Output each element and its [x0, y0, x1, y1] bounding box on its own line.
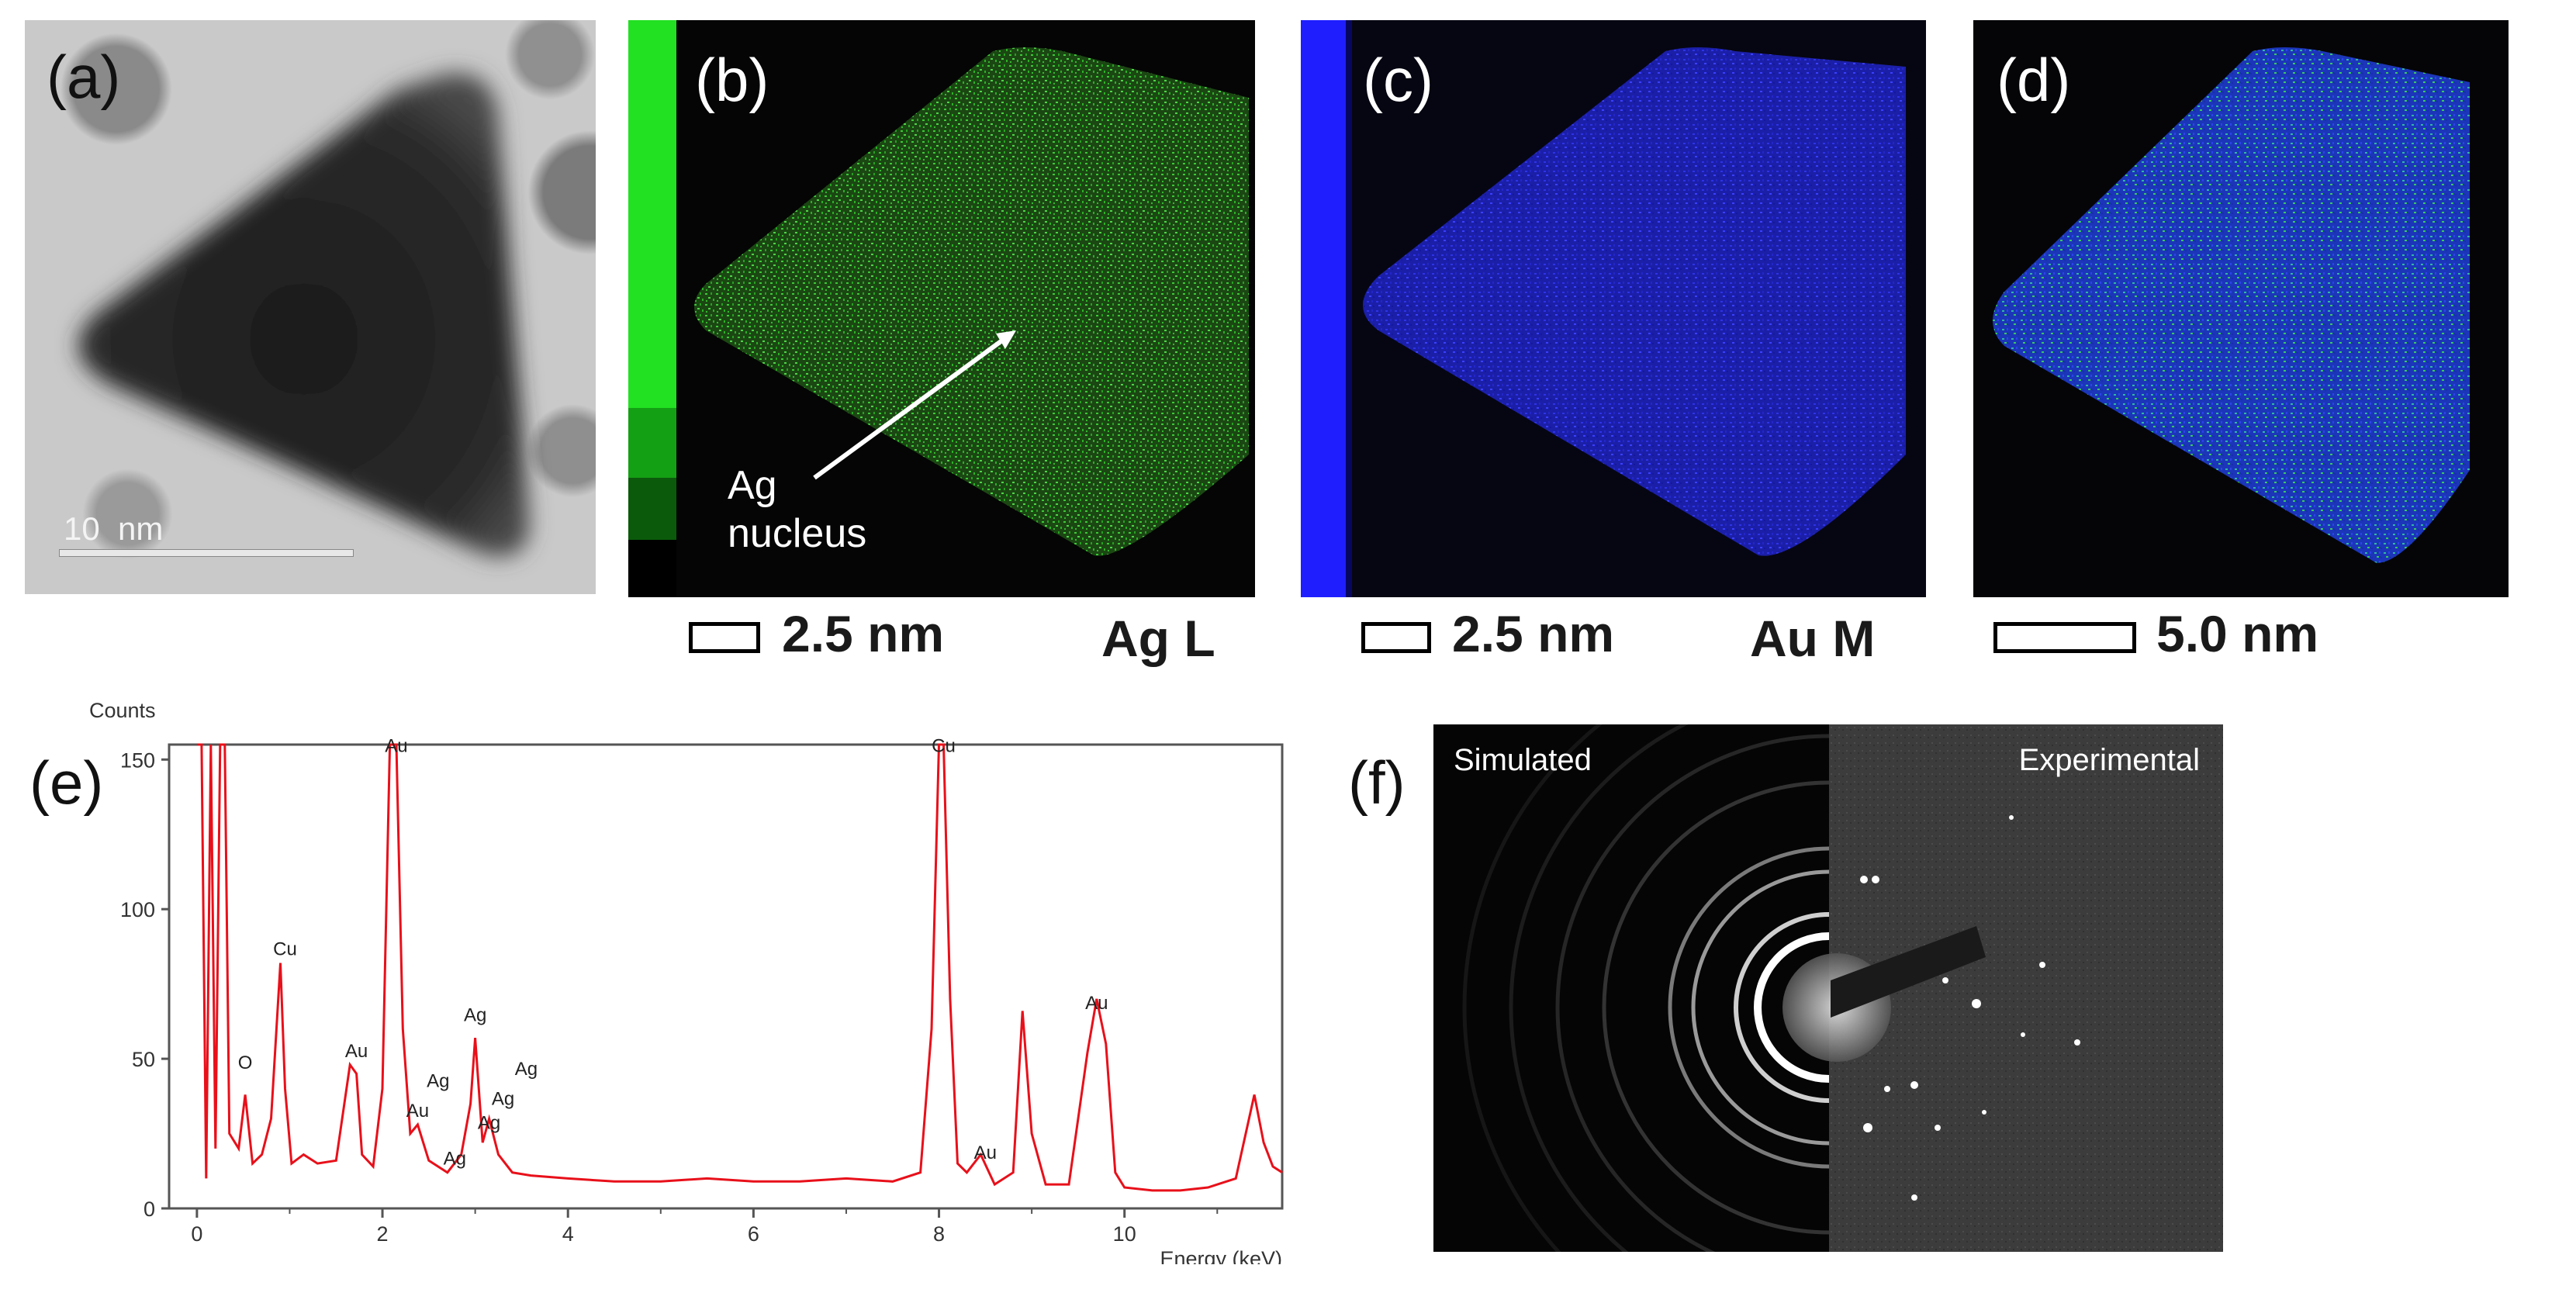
- scale-bar-d: [1993, 622, 2136, 653]
- peak-label: Ag: [478, 1112, 500, 1133]
- scale-bar-label-a: 10 nm: [64, 510, 164, 547]
- peak-label: Ag: [464, 1005, 486, 1026]
- peak-label: Cu: [273, 939, 297, 960]
- diffraction-pattern: [1433, 724, 2223, 1252]
- au-signal-map: [1301, 20, 1906, 597]
- overlay-signal-map: [1993, 47, 2470, 563]
- overlay-map-panel: (d): [1973, 20, 2509, 597]
- scale-bar-b: [689, 622, 760, 653]
- peak-label: Au: [345, 1041, 368, 1062]
- peak-label: Ag: [492, 1089, 514, 1110]
- eds-spectrum-chart: Counts Energy (keV) 0 50 100 150 0 2 4 6 8 10 Cu O Au A…: [89, 699, 1284, 1264]
- x-tick-label: 4: [562, 1222, 574, 1246]
- x-tick-label: 0: [191, 1222, 202, 1246]
- y-tick-label: 100: [120, 898, 155, 921]
- peak-label: Cu: [932, 735, 956, 756]
- panel-label-c: (c): [1363, 46, 1433, 114]
- peak-label: Ag: [427, 1070, 449, 1091]
- panel-label-e: (e): [29, 748, 104, 817]
- annotation-nucleus: nucleus: [728, 511, 867, 556]
- peak-label: Au: [1085, 993, 1108, 1014]
- plot-frame: [168, 743, 1284, 1210]
- peak-label: Au: [385, 735, 407, 756]
- spectrum-line: [196, 743, 1283, 1192]
- y-tick-label: 50: [132, 1048, 155, 1071]
- panel-label-a: (a): [47, 43, 121, 111]
- au-map-panel: (c): [1301, 20, 1926, 597]
- peak-label: Ag: [515, 1059, 538, 1080]
- y-axis-label: Counts: [89, 699, 156, 722]
- peak-label: O: [238, 1052, 253, 1073]
- scale-bar-c: [1361, 622, 1431, 653]
- x-tick-label: 10: [1113, 1222, 1136, 1246]
- scale-bar-label-c: 2.5 nm: [1452, 605, 1615, 662]
- panel-label-b: (b): [695, 46, 769, 114]
- peak-label: Ag: [444, 1149, 466, 1170]
- element-label-au: Au M: [1750, 610, 1876, 667]
- ag-signal-map: [628, 20, 1249, 597]
- x-axis-label: Energy (keV): [1160, 1247, 1282, 1264]
- panel-label-f: (f): [1348, 748, 1406, 817]
- x-tick-label: 6: [748, 1222, 759, 1246]
- element-label-ag: Ag L: [1101, 610, 1215, 667]
- peak-label: Au: [974, 1142, 997, 1163]
- panel-label-d: (d): [1997, 46, 2071, 114]
- scale-bar-a: [59, 549, 354, 557]
- y-tick-label: 0: [143, 1198, 155, 1221]
- peak-label: Au: [406, 1101, 429, 1122]
- scale-bar-label-d: 5.0 nm: [2156, 605, 2319, 662]
- x-tick-label: 8: [933, 1222, 945, 1246]
- particle-shape: [78, 73, 530, 557]
- simulated-label: Simulated: [1454, 743, 1592, 777]
- x-tick-label: 2: [377, 1222, 389, 1246]
- experimental-label: Experimental: [2018, 743, 2200, 777]
- ag-map-panel: (b) Ag nucleus: [628, 20, 1255, 597]
- scale-bar-label-b: 2.5 nm: [782, 605, 945, 662]
- diffraction-panel: Simulated Experimental: [1433, 724, 2223, 1252]
- y-tick-label: 150: [120, 748, 155, 772]
- annotation-ag: Ag: [728, 463, 777, 508]
- tem-image-panel: (a) 10 nm: [25, 20, 596, 594]
